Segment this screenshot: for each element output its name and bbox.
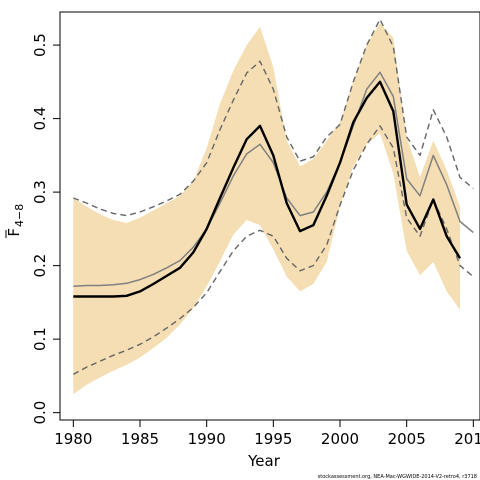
y-tick-label: 0.4 <box>31 107 49 131</box>
y-tick-label: 0.3 <box>31 180 49 204</box>
retro-ci-lower-line <box>72 125 474 376</box>
x-tick-label: 2000 <box>321 430 359 448</box>
y-tick-label: 0.0 <box>31 401 49 425</box>
y-tick-label: 0.1 <box>31 327 49 351</box>
y-axis-title-subscript: 4−8 <box>13 204 26 227</box>
y-tick-label-group: 0.3 <box>31 180 49 204</box>
y-tick-label-group: 0.4 <box>31 107 49 131</box>
plot-frame <box>59 11 480 421</box>
footer-source: stockassessment.org, NEA-Mac-WGWIDE-2014… <box>318 474 477 480</box>
retro-ci-upper-line <box>73 18 474 217</box>
x-tick-label: 1990 <box>188 430 226 448</box>
estimate-line <box>73 80 462 298</box>
x-tick-label: 1985 <box>121 430 159 448</box>
y-tick-label-group: 0.1 <box>31 327 49 351</box>
y-tick-label-group: 0.0 <box>31 401 49 425</box>
confidence-band <box>73 23 461 395</box>
x-tick-label: 1995 <box>254 430 292 448</box>
x-axis-title: Year <box>247 452 281 470</box>
y-tick-label-group: 0.5 <box>31 33 49 57</box>
y-axis-title-main: F <box>5 228 23 237</box>
y-tick-label: 0.2 <box>31 254 49 278</box>
plot-area <box>72 18 474 395</box>
y-tick-label: 0.5 <box>31 33 49 57</box>
retro-estimate-line <box>73 71 474 287</box>
x-tick-label: 2005 <box>388 430 426 448</box>
x-tick-label: 1980 <box>54 430 92 448</box>
y-tick-label-group: 0.2 <box>31 254 49 278</box>
y-axis-title: F 4−8 <box>5 204 26 238</box>
